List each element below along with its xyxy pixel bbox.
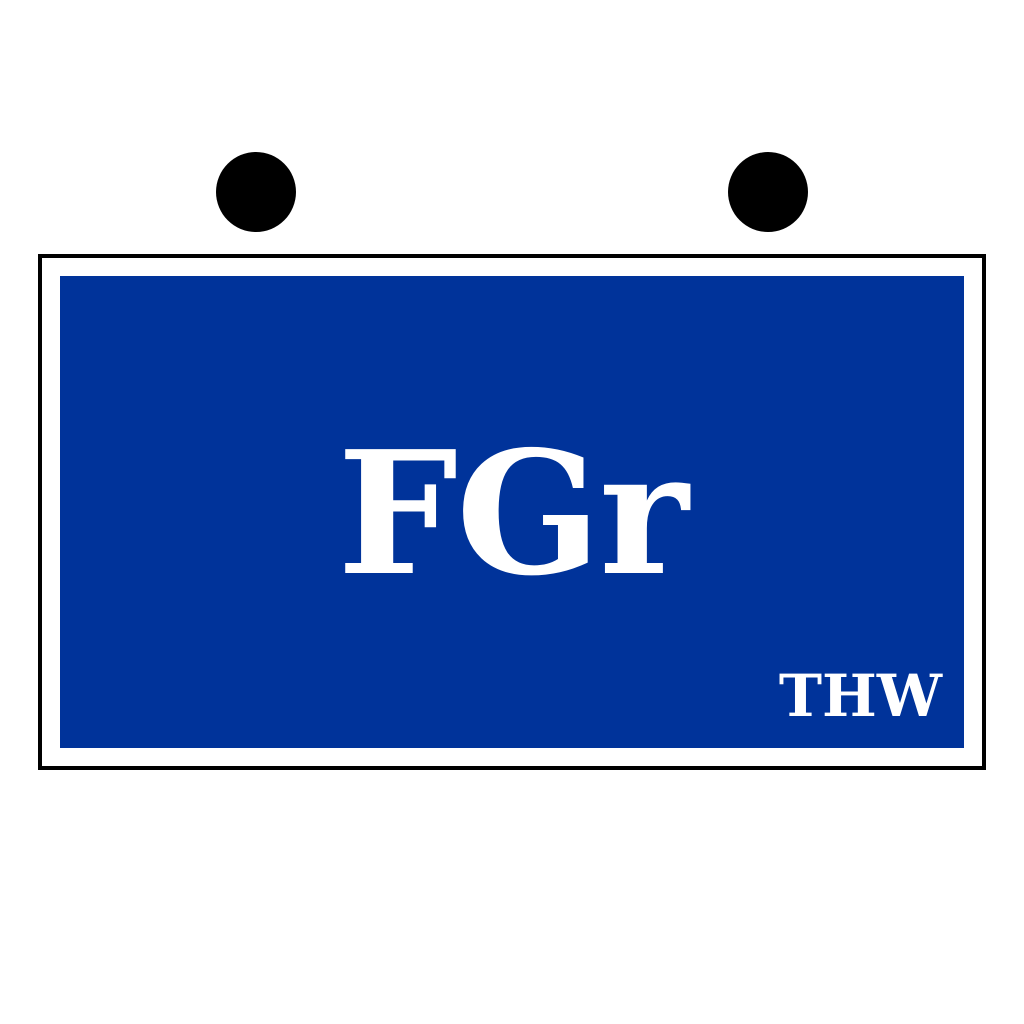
sign-panel: FGr THW bbox=[60, 276, 964, 748]
sign-org-label: THW bbox=[778, 662, 942, 730]
mounting-hole-left-icon bbox=[216, 152, 296, 232]
sign-main-label: FGr bbox=[337, 414, 688, 614]
mounting-hole-right-icon bbox=[728, 152, 808, 232]
